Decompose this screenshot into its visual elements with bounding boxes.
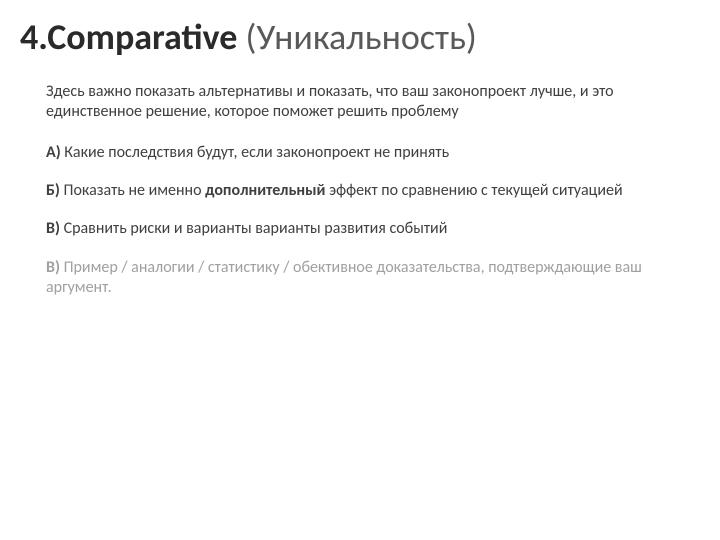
point-a: А) Какие последствия будут, если законоп… — [46, 143, 690, 163]
point-v: В) Сравнить риски и варианты варианты ра… — [46, 219, 690, 239]
title-light-part: (Уникальность) — [237, 15, 476, 59]
slide-title: 4.Comparative (Уникальность) — [20, 18, 700, 58]
slide-body: Здесь важно показать альтернативы и пока… — [20, 82, 700, 299]
point-b-text-post: эффект по сравнению с текущей ситуацией — [325, 181, 622, 200]
point-v2: В) Пример / аналогии / статистику / обек… — [46, 258, 690, 299]
point-b-text-pre: Показать не именно — [60, 181, 205, 200]
point-b: Б) Показать не именно дополнительный эфф… — [46, 181, 690, 201]
point-v2-label: В) — [46, 258, 60, 277]
point-v-label: В) — [46, 219, 60, 238]
point-a-text: Какие последствия будут, если законопрое… — [61, 143, 449, 162]
point-b-label: Б) — [46, 181, 60, 200]
point-v2-text: Пример / аналогии / статистику / обектив… — [46, 258, 642, 297]
point-a-label: А) — [46, 143, 61, 162]
point-b-text-bold: дополнительный — [205, 181, 325, 200]
title-bold-part: 4.Comparative — [20, 15, 237, 59]
slide: 4.Comparative (Уникальность) Здесь важно… — [0, 0, 720, 337]
point-v-text: Сравнить риски и варианты варианты разви… — [60, 219, 447, 238]
intro-paragraph: Здесь важно показать альтернативы и пока… — [46, 82, 690, 123]
